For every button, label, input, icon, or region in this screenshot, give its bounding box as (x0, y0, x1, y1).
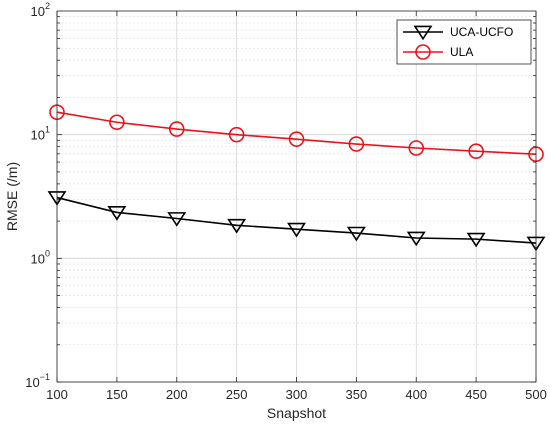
x-tick-label: 100 (46, 387, 68, 402)
legend-label: ULA (450, 45, 473, 59)
data-point (466, 232, 486, 248)
data-point (168, 121, 185, 137)
data-point (109, 114, 125, 131)
data-point (287, 222, 306, 238)
x-tick-label: 500 (525, 387, 547, 402)
y-axis-label: RMSE (/m) (4, 162, 20, 231)
data-point (228, 126, 245, 143)
x-tick-label: 250 (226, 387, 248, 402)
data-point (406, 231, 426, 247)
x-tick-labels: 100 150 200 250 300 350 400 450 500 (46, 387, 547, 402)
data-point (227, 218, 247, 234)
x-tick-label: 200 (166, 387, 188, 402)
y-tick-label: 102 (31, 1, 50, 19)
plot-frame (56, 10, 537, 383)
legend-marker-ula (415, 44, 431, 60)
data-point (288, 131, 305, 147)
y-tick-label: 100 (31, 248, 50, 266)
series-line-uca-ucfo (56, 196, 537, 244)
data-point (167, 212, 187, 227)
data-point (348, 136, 365, 152)
x-axis-label: Snapshot (267, 405, 326, 421)
legend-label: UCA-UCFO (450, 25, 513, 39)
legend: UCA-UCFO ULA (396, 19, 532, 65)
data-point (346, 226, 366, 242)
legend-marker-uca-ucfo (413, 25, 433, 41)
data-point (408, 140, 425, 156)
y-tick-label: 10−1 (25, 372, 50, 390)
x-tick-label: 150 (106, 387, 128, 402)
series-line-ula (56, 111, 537, 156)
y-tick-labels: 10−1 100 101 102 (25, 1, 50, 390)
x-tick-label: 350 (346, 387, 368, 402)
data-point (468, 143, 484, 160)
x-tick-label: 400 (405, 387, 427, 402)
x-tick-label: 300 (286, 387, 308, 402)
y-tick-label: 101 (31, 125, 50, 143)
legend-box (396, 19, 532, 65)
x-tick-label: 450 (465, 387, 487, 402)
data-point (107, 206, 127, 221)
